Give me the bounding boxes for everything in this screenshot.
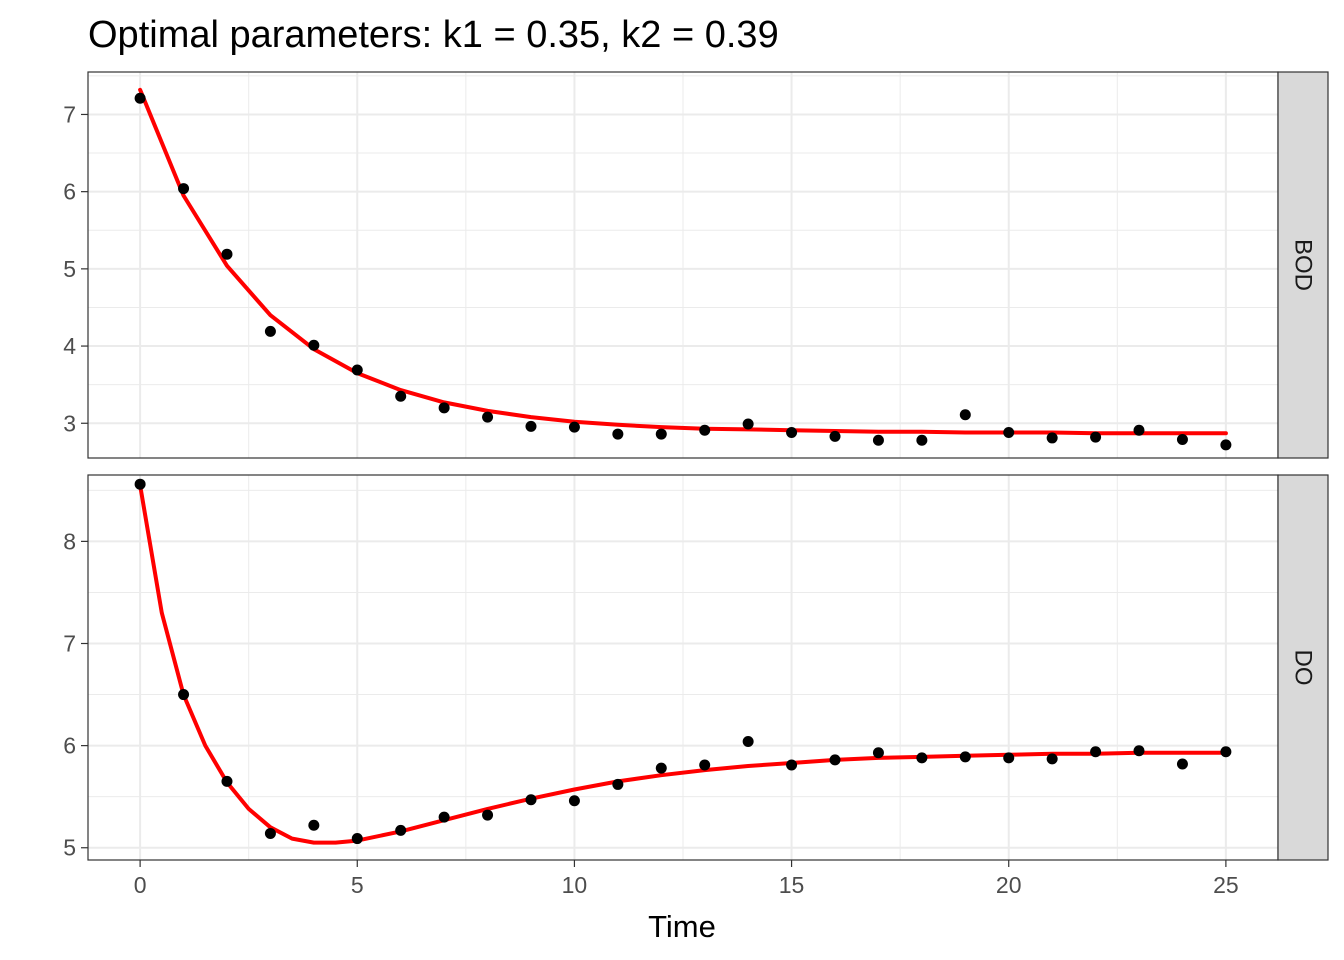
data-point xyxy=(1133,745,1145,757)
data-point xyxy=(916,434,928,446)
strip-background xyxy=(1277,71,1329,459)
panel-marks xyxy=(134,478,1232,845)
data-point xyxy=(742,736,754,748)
data-point xyxy=(699,759,711,771)
strip-label: DO xyxy=(1290,650,1317,686)
data-point xyxy=(655,428,667,440)
x-tick-label: 25 xyxy=(1213,872,1239,898)
data-point xyxy=(525,794,537,806)
data-point xyxy=(178,689,190,701)
data-point xyxy=(134,478,146,490)
data-point xyxy=(612,428,624,440)
data-point xyxy=(221,248,233,260)
data-point xyxy=(1090,431,1102,443)
y-tick-label: 5 xyxy=(63,835,76,861)
data-point xyxy=(438,402,450,414)
y-tick-label: 5 xyxy=(63,256,76,282)
data-point xyxy=(1003,427,1015,439)
data-point xyxy=(395,390,407,402)
data-point xyxy=(134,92,146,104)
panel-grid xyxy=(88,72,1278,458)
data-point xyxy=(1046,753,1058,765)
data-point xyxy=(829,754,841,766)
panel-grid xyxy=(88,475,1278,860)
data-point xyxy=(1220,746,1232,758)
fit-line xyxy=(138,87,1228,436)
data-point xyxy=(568,795,580,807)
panel-do: 5 6 7 8 DO xyxy=(63,474,1329,861)
y-axis: 3 4 5 6 7 xyxy=(63,101,88,436)
x-tick-label: 0 xyxy=(134,872,147,898)
data-point xyxy=(655,762,667,774)
data-point xyxy=(568,421,580,433)
data-point xyxy=(612,778,624,790)
y-tick-label: 6 xyxy=(63,179,76,205)
data-point xyxy=(438,811,450,823)
data-point xyxy=(482,809,494,821)
y-tick-label: 8 xyxy=(63,528,76,554)
data-point xyxy=(1090,746,1102,758)
strip-label: BOD xyxy=(1290,239,1317,291)
data-point xyxy=(699,424,711,436)
data-point xyxy=(308,819,320,831)
data-point xyxy=(1133,424,1145,436)
y-tick-label: 4 xyxy=(63,333,76,359)
x-axis: 0 5 10 15 20 25 xyxy=(134,860,1239,898)
data-point xyxy=(264,827,276,839)
data-point xyxy=(1176,758,1188,770)
data-point xyxy=(1220,439,1232,451)
x-tick-label: 20 xyxy=(996,872,1022,898)
data-point xyxy=(308,339,320,351)
panel-marks xyxy=(134,87,1232,451)
data-point xyxy=(221,775,233,787)
y-tick-label: 6 xyxy=(63,733,76,759)
y-tick-label: 7 xyxy=(63,101,76,127)
data-point xyxy=(351,364,363,376)
data-point xyxy=(786,427,798,439)
x-axis-title: Time xyxy=(648,909,716,944)
strip-background xyxy=(1277,474,1329,861)
data-point xyxy=(395,824,407,836)
y-tick-label: 3 xyxy=(63,410,76,436)
data-point xyxy=(829,430,841,442)
y-tick-label: 7 xyxy=(63,631,76,657)
data-point xyxy=(786,759,798,771)
data-point xyxy=(742,418,754,430)
data-point xyxy=(178,183,190,195)
data-point xyxy=(916,752,928,764)
data-point xyxy=(525,420,537,432)
data-point xyxy=(1003,752,1015,764)
data-point xyxy=(264,325,276,337)
data-point xyxy=(872,747,884,759)
y-axis: 5 6 7 8 xyxy=(63,528,88,861)
data-point xyxy=(959,409,971,421)
data-point xyxy=(1046,432,1058,444)
x-tick-label: 5 xyxy=(351,872,364,898)
data-point xyxy=(959,751,971,763)
data-point xyxy=(1176,433,1188,445)
data-point xyxy=(351,833,363,845)
chart-title: Optimal parameters: k1 = 0.35, k2 = 0.39 xyxy=(88,14,779,56)
data-point xyxy=(872,434,884,446)
panel-bod: 3 4 5 6 7 BOD xyxy=(63,71,1329,459)
x-tick-label: 10 xyxy=(562,872,588,898)
data-point xyxy=(482,411,494,423)
x-tick-label: 15 xyxy=(779,872,805,898)
